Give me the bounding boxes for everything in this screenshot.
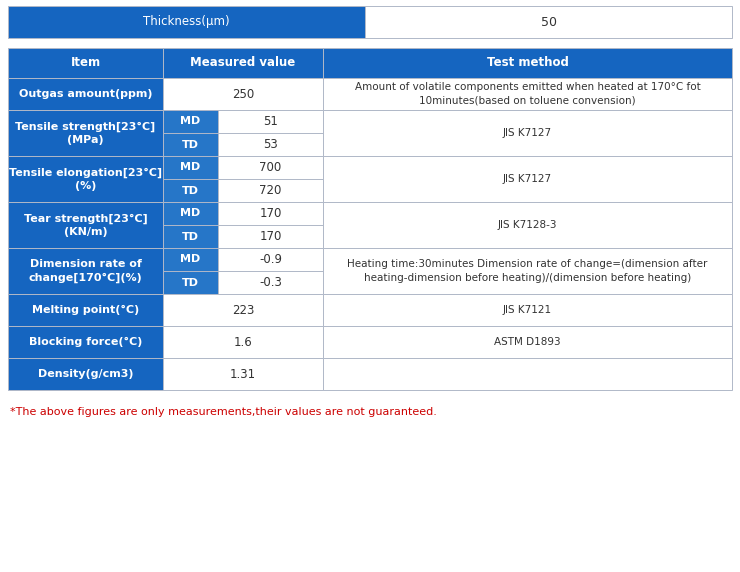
Text: 250: 250 bbox=[232, 88, 254, 101]
Bar bbox=[218, 179, 323, 202]
Text: Density(g/cm3): Density(g/cm3) bbox=[38, 369, 133, 379]
Bar bbox=[218, 271, 323, 294]
Text: TD: TD bbox=[182, 232, 199, 241]
Bar bbox=[8, 358, 163, 390]
Text: 1.31: 1.31 bbox=[230, 367, 256, 380]
Bar bbox=[163, 202, 218, 225]
Bar bbox=[163, 225, 218, 248]
Text: 720: 720 bbox=[259, 184, 282, 197]
Bar bbox=[163, 358, 323, 390]
Bar bbox=[163, 48, 323, 78]
Bar bbox=[163, 156, 218, 179]
Bar bbox=[323, 156, 732, 202]
Bar bbox=[163, 326, 323, 358]
Bar bbox=[8, 248, 163, 294]
Text: Heating time:30minutes Dimension rate of change=(dimension after
heating-dimensi: Heating time:30minutes Dimension rate of… bbox=[347, 259, 707, 283]
Bar bbox=[8, 156, 163, 202]
Text: -0.9: -0.9 bbox=[259, 253, 282, 266]
Text: 1.6: 1.6 bbox=[234, 336, 252, 348]
Text: 53: 53 bbox=[263, 138, 278, 151]
Bar bbox=[163, 78, 323, 110]
Bar bbox=[8, 294, 163, 326]
Text: JIS K7127: JIS K7127 bbox=[503, 128, 552, 138]
Bar bbox=[323, 202, 732, 248]
Text: 170: 170 bbox=[259, 207, 282, 220]
Bar bbox=[163, 294, 323, 326]
Text: Measured value: Measured value bbox=[190, 57, 295, 70]
Bar bbox=[163, 248, 218, 271]
Text: MD: MD bbox=[181, 117, 201, 126]
Text: -0.3: -0.3 bbox=[259, 276, 282, 289]
Bar bbox=[218, 133, 323, 156]
Text: Test method: Test method bbox=[487, 57, 568, 70]
Text: 51: 51 bbox=[263, 115, 278, 128]
Text: *The above figures are only measurements,their values are not guaranteed.: *The above figures are only measurements… bbox=[10, 407, 437, 417]
Bar bbox=[218, 202, 323, 225]
Bar bbox=[218, 248, 323, 271]
Bar bbox=[323, 78, 732, 110]
Bar bbox=[163, 133, 218, 156]
Bar bbox=[8, 202, 163, 248]
Bar bbox=[8, 6, 365, 38]
Bar bbox=[323, 294, 732, 326]
Bar bbox=[163, 179, 218, 202]
Text: TD: TD bbox=[182, 185, 199, 196]
Text: ASTM D1893: ASTM D1893 bbox=[494, 337, 561, 347]
Text: 223: 223 bbox=[232, 304, 254, 316]
Text: MD: MD bbox=[181, 255, 201, 264]
Text: Amount of volatile components emitted when heated at 170°C fot
10minutes(based o: Amount of volatile components emitted wh… bbox=[354, 82, 700, 106]
Bar bbox=[323, 248, 732, 294]
Text: JIS K7121: JIS K7121 bbox=[503, 305, 552, 315]
Bar bbox=[8, 110, 163, 156]
Bar bbox=[163, 271, 218, 294]
Text: Item: Item bbox=[70, 57, 101, 70]
Text: TD: TD bbox=[182, 277, 199, 288]
Bar bbox=[8, 48, 163, 78]
Bar bbox=[323, 48, 732, 78]
Text: Tear strength[23°C]
(KN/m): Tear strength[23°C] (KN/m) bbox=[24, 213, 147, 237]
Text: Dimension rate of
change[170°C](%): Dimension rate of change[170°C](%) bbox=[29, 259, 142, 283]
Text: Melting point(°C): Melting point(°C) bbox=[32, 305, 139, 315]
Text: Blocking force(°C): Blocking force(°C) bbox=[29, 337, 142, 347]
Bar bbox=[365, 6, 732, 38]
Text: JIS K7128-3: JIS K7128-3 bbox=[498, 220, 557, 230]
Bar bbox=[218, 156, 323, 179]
Text: Tensile strength[23°C]
(MPa): Tensile strength[23°C] (MPa) bbox=[16, 121, 155, 145]
Text: MD: MD bbox=[181, 209, 201, 219]
Text: Thickness(μm): Thickness(μm) bbox=[143, 15, 230, 29]
Bar bbox=[323, 358, 732, 390]
Text: Tensile elongation[23°C]
(%): Tensile elongation[23°C] (%) bbox=[9, 167, 162, 191]
Bar bbox=[218, 225, 323, 248]
Text: MD: MD bbox=[181, 162, 201, 173]
Text: Outgas amount(ppm): Outgas amount(ppm) bbox=[18, 89, 152, 99]
Bar bbox=[323, 110, 732, 156]
Text: JIS K7127: JIS K7127 bbox=[503, 174, 552, 184]
Text: 50: 50 bbox=[540, 15, 556, 29]
Bar bbox=[323, 326, 732, 358]
Bar bbox=[8, 326, 163, 358]
Bar bbox=[218, 110, 323, 133]
Bar bbox=[163, 110, 218, 133]
Bar bbox=[8, 78, 163, 110]
Text: TD: TD bbox=[182, 140, 199, 149]
Text: 700: 700 bbox=[260, 161, 282, 174]
Text: 170: 170 bbox=[259, 230, 282, 243]
